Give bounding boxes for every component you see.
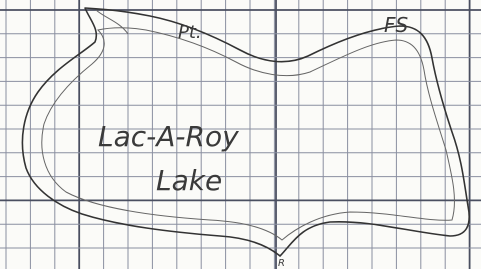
corner-label: FS: [384, 13, 409, 37]
point-label: Pt.: [178, 22, 202, 43]
paper: [0, 0, 481, 269]
lake-map: Pt. FS Lac-A-Roy Lake R: [0, 0, 481, 269]
page: Pt. FS Lac-A-Roy Lake R (() => { const d…: [0, 0, 481, 269]
outlet-mark: R: [278, 258, 285, 269]
lake-name: Lac-A-Roy: [98, 120, 239, 153]
lake-name: Lake: [156, 164, 222, 197]
